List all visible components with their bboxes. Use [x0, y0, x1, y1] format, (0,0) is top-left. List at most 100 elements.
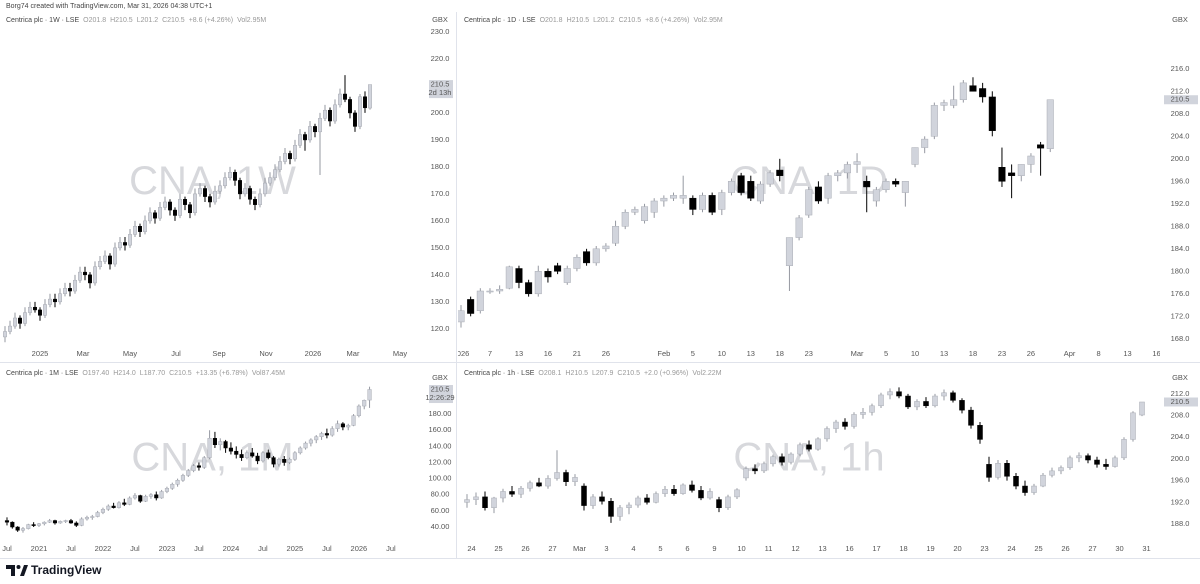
- candle-body: [923, 401, 929, 407]
- x-tick-label: 6: [685, 544, 689, 553]
- candle-body: [1067, 457, 1073, 468]
- x-tick-label: 5: [658, 544, 662, 553]
- candle-body: [833, 421, 839, 429]
- candle-body: [108, 255, 112, 265]
- candle-body: [186, 470, 191, 476]
- candle-body: [203, 188, 207, 197]
- x-tick-label: 25: [494, 544, 502, 553]
- candle-body: [941, 392, 947, 397]
- candle-body: [761, 463, 767, 472]
- candle-body: [33, 306, 37, 311]
- logo-mark: [20, 565, 28, 576]
- candle-body: [853, 161, 861, 165]
- x-tick-label: 13: [940, 349, 948, 358]
- x-tick-label: 26: [521, 544, 529, 553]
- candle-body: [1017, 164, 1025, 176]
- candle-body: [328, 109, 332, 122]
- candle-body: [834, 172, 842, 176]
- y-tick-label: 60.00: [431, 506, 450, 515]
- candle-body: [1130, 412, 1136, 440]
- candle-body: [148, 212, 152, 222]
- legend-value: Vol2.22M: [692, 370, 721, 377]
- x-tick-label: 3: [604, 544, 608, 553]
- y-tick-label: 188.0: [1171, 519, 1190, 528]
- candle-body: [544, 271, 552, 278]
- x-tick-label: Mar: [573, 544, 586, 553]
- candle-body: [843, 164, 851, 174]
- candle-body: [288, 153, 292, 160]
- x-tick-label: Nov: [259, 349, 273, 358]
- y-tick-label: 140.00: [429, 441, 452, 450]
- candle-body: [1027, 155, 1035, 165]
- candle-body: [882, 181, 890, 190]
- candle-body: [303, 134, 307, 141]
- candle-body: [122, 502, 127, 505]
- candle-body: [244, 452, 249, 458]
- legend-value: L201.2: [137, 17, 159, 24]
- candle-body: [20, 528, 26, 531]
- legend-value: C210.5: [619, 17, 642, 24]
- candle-body: [1121, 439, 1127, 459]
- y-tick-label: 216.0: [1171, 64, 1190, 73]
- candle-body: [13, 317, 17, 327]
- candle-body: [218, 441, 223, 446]
- candle-body: [869, 405, 875, 413]
- candle-body: [1004, 463, 1010, 477]
- candle-body: [353, 112, 357, 127]
- x-tick-label: 26: [1061, 544, 1069, 553]
- legend-value: O208.1: [538, 370, 561, 377]
- candle-body: [785, 237, 793, 266]
- x-tick-label: 16: [1152, 349, 1160, 358]
- y-tick-label: 192.0: [1171, 497, 1190, 506]
- candle-body: [63, 288, 67, 294]
- candle-body: [3, 331, 7, 338]
- candle-body: [168, 201, 172, 211]
- candle-body: [995, 463, 1001, 478]
- logo-mark: [6, 565, 15, 576]
- x-tick-label: Feb: [657, 349, 670, 358]
- candle-body: [1076, 455, 1082, 459]
- x-tick-label: 2026: [453, 349, 470, 358]
- candle-body: [330, 428, 335, 436]
- x-tick-label: 9: [712, 544, 716, 553]
- candle-body: [218, 185, 222, 192]
- legend-value: L201.2: [593, 17, 615, 24]
- tradingview-logo: TradingView: [6, 563, 102, 577]
- candle-body: [73, 279, 77, 292]
- candle-body: [641, 206, 649, 221]
- y-tick-label: 212.0: [1171, 86, 1190, 95]
- candle-body: [278, 161, 282, 170]
- candle-body: [58, 293, 62, 303]
- candle-body: [1049, 470, 1055, 476]
- candle-body: [617, 507, 623, 517]
- x-tick-label: 16: [845, 544, 853, 553]
- candle-body: [536, 482, 542, 487]
- candle-body: [338, 93, 342, 106]
- candle-body: [977, 425, 983, 440]
- x-tick-label: Jul: [2, 544, 12, 553]
- x-tick-label: 19: [926, 544, 934, 553]
- candle-body: [180, 475, 185, 481]
- x-tick-label: 10: [737, 544, 745, 553]
- candle-body: [476, 290, 484, 311]
- candle-body: [815, 438, 821, 450]
- candle-body: [467, 299, 475, 314]
- candle-body: [202, 457, 207, 468]
- candle-body: [293, 145, 297, 160]
- candle-body: [698, 195, 706, 210]
- chart-title: Centrica plc · 1M · LSE: [6, 370, 79, 377]
- candle-body: [752, 468, 758, 472]
- x-tick-label: 2022: [95, 544, 112, 553]
- y-tick-label: 160.00: [429, 425, 452, 434]
- candle-body: [670, 195, 678, 199]
- candle-body: [260, 452, 265, 462]
- x-tick-label: Mar: [851, 349, 864, 358]
- candle-body: [592, 248, 600, 264]
- y-tick-label: 168.0: [1171, 334, 1190, 343]
- candle-body: [505, 266, 513, 289]
- candle-body: [153, 212, 157, 219]
- candle-body: [308, 439, 313, 444]
- x-tick-label: 2025: [32, 349, 49, 358]
- candle-body: [43, 304, 47, 316]
